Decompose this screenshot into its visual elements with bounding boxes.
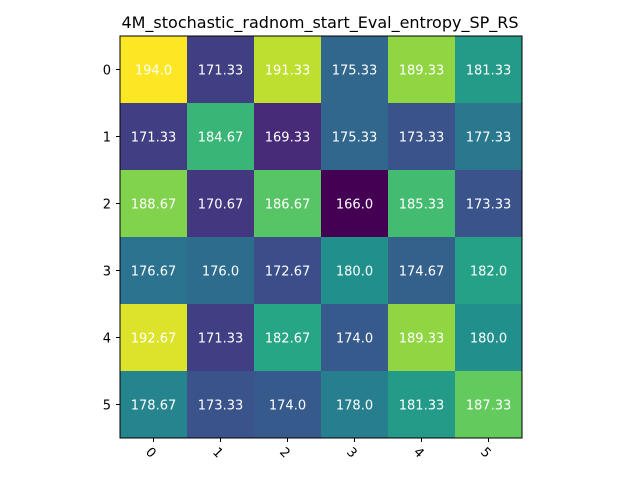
cell-value-label-r0-c4: 189.33 bbox=[399, 64, 445, 79]
cell-value-label-r1-c3: 175.33 bbox=[332, 131, 378, 146]
cell-value-label-r3-c3: 180.0 bbox=[336, 265, 373, 280]
y-axis: 0 1 2 3 4 5 bbox=[103, 64, 120, 414]
cell-value-label-r3-c2: 172.67 bbox=[265, 265, 311, 280]
cell-value-label-r3-c0: 176.67 bbox=[131, 265, 177, 280]
heatmap-cell-r4-c0 bbox=[120, 304, 188, 372]
x-tick-label-4: 4 bbox=[410, 445, 426, 461]
heatmap-cell-r0-c3 bbox=[321, 36, 389, 104]
cell-value-label-r5-c1: 173.33 bbox=[198, 399, 244, 414]
cell-value-label-r5-c4: 181.33 bbox=[399, 399, 445, 414]
cell-value-label-r2-c4: 185.33 bbox=[399, 198, 445, 213]
cell-value-label-r2-c1: 170.67 bbox=[198, 198, 244, 213]
heatmap-cell-r2-c4 bbox=[388, 170, 456, 238]
heatmap-cell-r5-c4 bbox=[388, 371, 456, 439]
cell-value-label-r1-c4: 173.33 bbox=[399, 131, 445, 146]
heatmap-cell-r3-c0 bbox=[120, 237, 188, 305]
heatmap-cell-r5-c0 bbox=[120, 371, 188, 439]
heatmap-cell-r5-c2 bbox=[254, 371, 322, 439]
heatmap-cell-r4-c3 bbox=[321, 304, 389, 372]
heatmap-cell-r5-c3 bbox=[321, 371, 389, 439]
cell-value-label-r4-c2: 182.67 bbox=[265, 332, 311, 347]
cell-value-label-r3-c5: 182.0 bbox=[470, 265, 507, 280]
y-tick-label-0: 0 bbox=[103, 64, 111, 79]
heatmap-cell-r2-c0 bbox=[120, 170, 188, 238]
y-tick-label-5: 5 bbox=[103, 399, 111, 414]
cell-value-label-r2-c5: 173.33 bbox=[466, 198, 512, 213]
heatmap-cell-r0-c1 bbox=[187, 36, 255, 104]
heatmap-cell-r5-c1 bbox=[187, 371, 255, 439]
cell-value-label-r0-c5: 181.33 bbox=[466, 64, 512, 79]
cell-value-label-r1-c5: 177.33 bbox=[466, 131, 512, 146]
heatmap-cell-r1-c4 bbox=[388, 103, 456, 171]
x-tick-label-0: 0 bbox=[142, 445, 158, 461]
chart-title: 4M_stochastic_radnom_start_Eval_entropy_… bbox=[121, 13, 518, 33]
heatmap-cell-r0-c0 bbox=[120, 36, 188, 104]
x-tick-label-3: 3 bbox=[343, 445, 359, 461]
cell-value-label-r4-c3: 174.0 bbox=[336, 332, 373, 347]
cell-value-label-r0-c3: 175.33 bbox=[332, 64, 378, 79]
heatmap-cell-r0-c5 bbox=[455, 36, 523, 104]
heatmap-cell-r2-c3 bbox=[321, 170, 389, 238]
cell-value-label-r2-c3: 166.0 bbox=[336, 198, 373, 213]
heatmap-cell-r4-c2 bbox=[254, 304, 322, 372]
heatmap-cell-r2-c2 bbox=[254, 170, 322, 238]
heatmap-cell-r3-c2 bbox=[254, 237, 322, 305]
heatmap-cell-r2-c1 bbox=[187, 170, 255, 238]
x-tick-label-2: 2 bbox=[276, 445, 292, 461]
cell-value-label-r0-c1: 171.33 bbox=[198, 64, 244, 79]
cell-value-label-r1-c2: 169.33 bbox=[265, 131, 311, 146]
cell-value-labels: 194.0 171.33 191.33 175.33 189.33 181.33 171.3… bbox=[131, 64, 512, 414]
heatmap-cell-r1-c2 bbox=[254, 103, 322, 171]
heatmap-cell-r3-c5 bbox=[455, 237, 523, 305]
cell-value-label-r5-c3: 178.0 bbox=[336, 399, 373, 414]
cell-value-label-r4-c5: 180.0 bbox=[470, 332, 507, 347]
heatmap-cell-r3-c1 bbox=[187, 237, 255, 305]
cell-value-label-r3-c1: 176.0 bbox=[202, 265, 239, 280]
cell-value-label-r3-c4: 174.67 bbox=[399, 265, 445, 280]
heatmap-cell-r0-c4 bbox=[388, 36, 456, 104]
plot-frame bbox=[119, 35, 523, 439]
cell-value-label-r5-c5: 187.33 bbox=[466, 399, 512, 414]
heatmap-cell-r4-c4 bbox=[388, 304, 456, 372]
cell-value-label-r2-c2: 186.67 bbox=[265, 198, 311, 213]
cell-value-label-r1-c0: 171.33 bbox=[131, 131, 177, 146]
heatmap-cell-r3-c3 bbox=[321, 237, 389, 305]
cell-value-label-r5-c2: 174.0 bbox=[269, 399, 306, 414]
y-tick-label-1: 1 bbox=[103, 131, 111, 146]
cell-value-label-r4-c1: 171.33 bbox=[198, 332, 244, 347]
x-tick-label-1: 1 bbox=[209, 445, 225, 461]
heatmap-cell-r5-c5 bbox=[455, 371, 523, 439]
heatmap-cell-r4-c5 bbox=[455, 304, 523, 372]
y-tick-label-4: 4 bbox=[103, 332, 111, 347]
cell-value-label-r0-c2: 191.33 bbox=[265, 64, 311, 79]
cell-value-label-r4-c4: 189.33 bbox=[399, 332, 445, 347]
heatmap-cell-r1-c3 bbox=[321, 103, 389, 171]
y-tick-label-3: 3 bbox=[103, 265, 111, 280]
y-tick-label-2: 2 bbox=[103, 198, 111, 213]
x-axis: 0 1 2 3 4 5 bbox=[142, 438, 494, 461]
x-tick-label-5: 5 bbox=[477, 445, 493, 461]
heatmap-cells bbox=[120, 36, 523, 439]
heatmap-cell-r3-c4 bbox=[388, 237, 456, 305]
heatmap-cell-r2-c5 bbox=[455, 170, 523, 238]
cell-value-label-r2-c0: 188.67 bbox=[131, 198, 177, 213]
cell-value-label-r1-c1: 184.67 bbox=[198, 131, 244, 146]
heatmap-cell-r4-c1 bbox=[187, 304, 255, 372]
heatmap-cell-r1-c1 bbox=[187, 103, 255, 171]
heatmap-cell-r1-c5 bbox=[455, 103, 523, 171]
cell-value-label-r4-c0: 192.67 bbox=[131, 332, 177, 347]
heatmap-cell-r1-c0 bbox=[120, 103, 188, 171]
heatmap-cell-r0-c2 bbox=[254, 36, 322, 104]
cell-value-label-r0-c0: 194.0 bbox=[135, 64, 172, 79]
cell-value-label-r5-c0: 178.67 bbox=[131, 399, 177, 414]
